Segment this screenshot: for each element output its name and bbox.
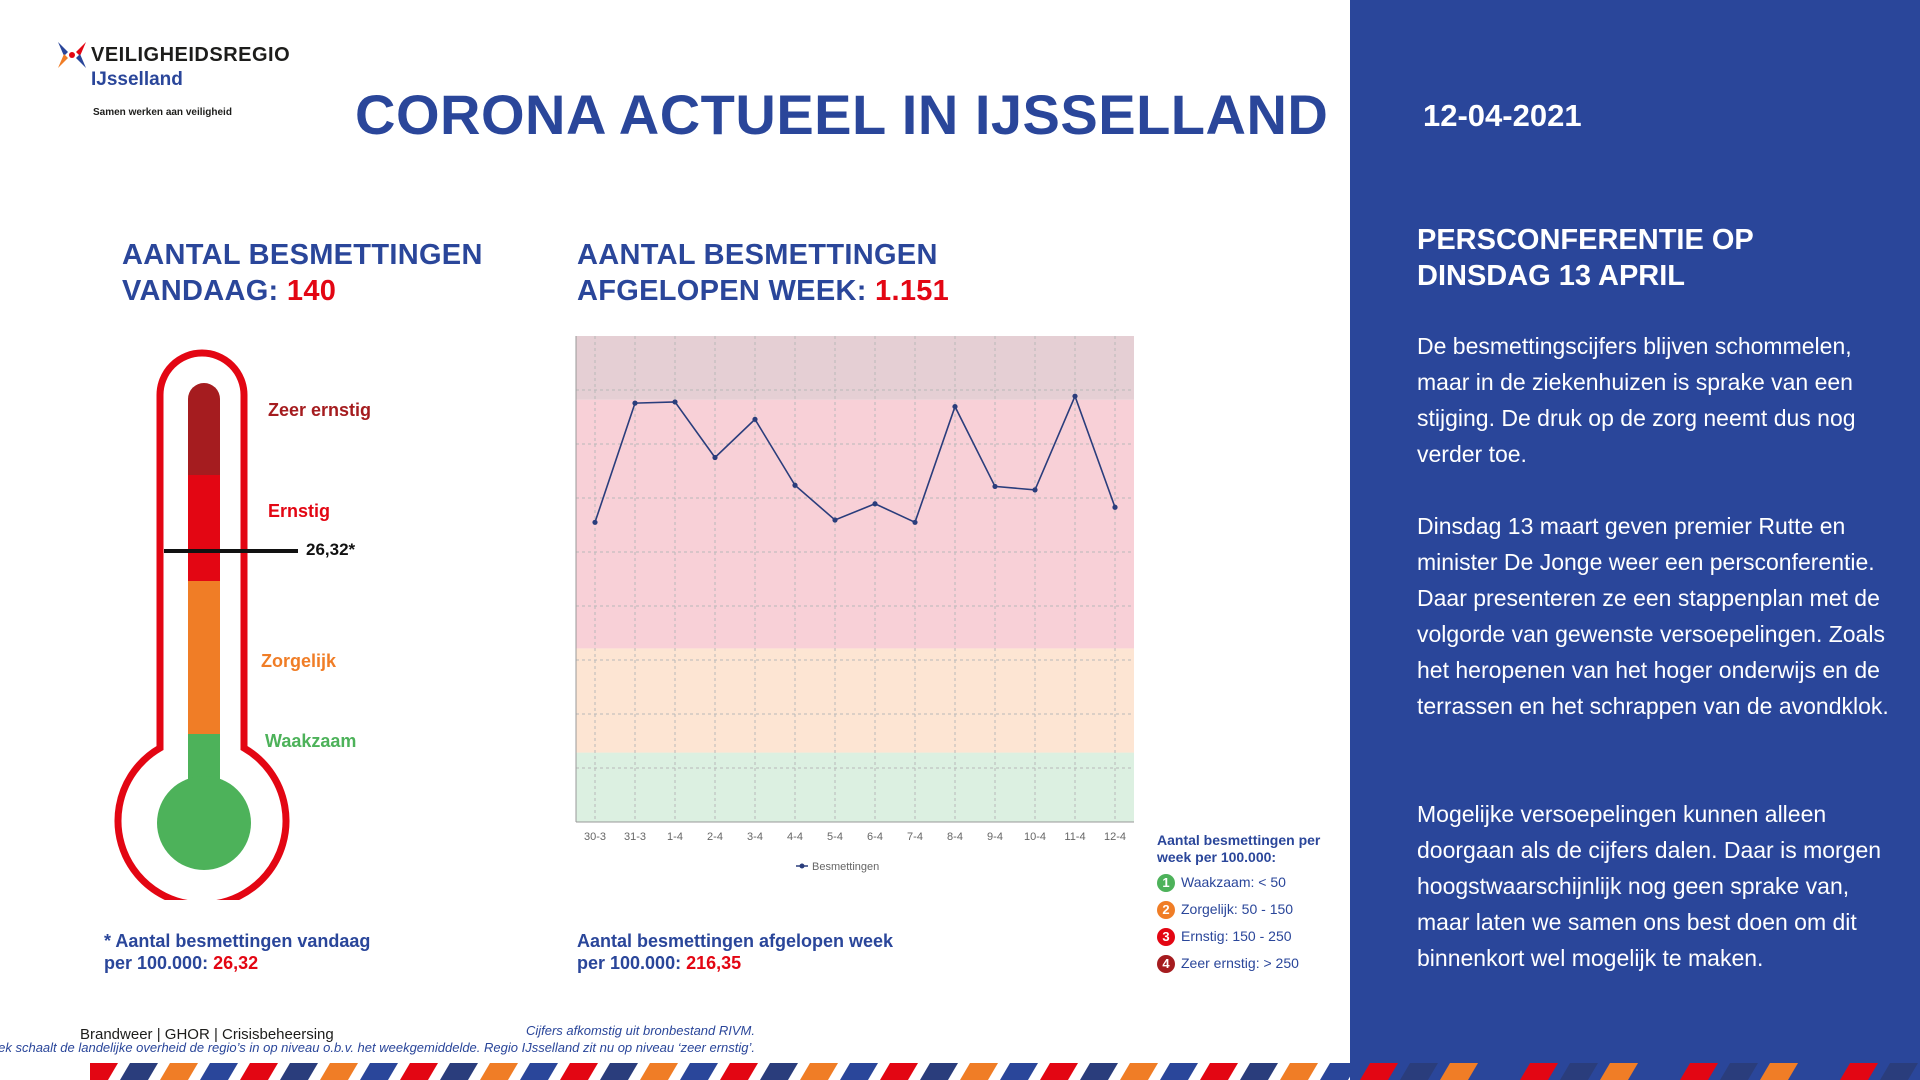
level-legend-item: 4 Zeer ernstig: > 250 bbox=[1157, 953, 1299, 974]
chart-x-tick-label: 11-4 bbox=[1064, 831, 1085, 843]
logo-name: VEILIGHEIDSREGIO bbox=[91, 44, 291, 66]
today-footnote-line1: * Aantal besmettingen vandaag bbox=[104, 931, 371, 951]
chart-data-point bbox=[672, 399, 678, 405]
thermometer-bulb bbox=[157, 776, 251, 870]
week-footnote-line1: Aantal besmettingen afgelopen week bbox=[577, 931, 894, 951]
level-legend-title-line2: week per 100.000: bbox=[1157, 849, 1277, 865]
chart-legend-label: Besmettingen bbox=[812, 861, 879, 873]
veiligheidsregio-logo-icon bbox=[58, 42, 86, 68]
chart-x-tick-label: 9-4 bbox=[987, 831, 1003, 843]
chart-data-point bbox=[632, 400, 638, 406]
chart-data-point bbox=[752, 416, 758, 422]
chart-data-point bbox=[1072, 393, 1078, 399]
chart-x-tick-label: 1-4 bbox=[667, 831, 683, 843]
chart-x-tick-label: 4-4 bbox=[787, 831, 803, 843]
thermometer-marker-label: 26,32* bbox=[306, 540, 356, 559]
today-footnote-line2: per 100.000: 26,32 bbox=[104, 952, 370, 974]
level-legend-label: Zeer ernstig: > 250 bbox=[1181, 955, 1299, 971]
sidebar-panel bbox=[1350, 0, 1920, 1080]
week-footnote: Aantal besmettingen afgelopen week per 1… bbox=[577, 930, 893, 974]
chart-x-tick-label: 8-4 bbox=[947, 831, 963, 843]
thermometer-label-ernstig: Ernstig bbox=[268, 501, 331, 521]
week-per100k: 216,35 bbox=[686, 953, 742, 973]
chart-x-tick-label: 12-4 bbox=[1104, 831, 1126, 843]
level-legend-title-line1: Aantal besmettingen per bbox=[1157, 832, 1321, 848]
chart-data-point bbox=[872, 501, 878, 507]
sidebar-paragraph: Dinsdag 13 maart geven premier Rutte en … bbox=[1417, 513, 1889, 719]
sidebar-paragraph: De besmettingscijfers blijven schommelen… bbox=[1417, 333, 1856, 467]
level-number-icon: 4 bbox=[1157, 955, 1175, 974]
week-line-chart: 30-3 31-3 1-4 2-4 3-4 4-4 5-4 6-4 7-4 8-4 9-4 10-4 1… bbox=[575, 336, 1134, 873]
chart-band bbox=[576, 752, 1134, 822]
thermometer-label-zeer-ernstig: Zeer ernstig bbox=[268, 400, 372, 420]
level-number-icon: 1 bbox=[1157, 874, 1175, 893]
chart-data-point bbox=[592, 519, 598, 525]
chart-legend-marker bbox=[799, 863, 805, 869]
level-legend-label: Ernstig: 150 - 250 bbox=[1181, 928, 1292, 944]
week-title: AANTAL BESMETTINGEN AFGELOPEN WEEK: 1.15… bbox=[577, 237, 949, 309]
chart-data-point bbox=[712, 454, 718, 461]
sidebar-title: PERSCONFERENTIE OP DINSDAG 13 APRIL bbox=[1417, 222, 1754, 294]
level-legend-item: 1 Waakzaam: < 50 bbox=[1157, 872, 1286, 893]
chart-data-point bbox=[1112, 504, 1118, 510]
level-legend-item: 3 Ernstig: 150 - 250 bbox=[1157, 926, 1292, 947]
chart-x-tick-label: 30-3 bbox=[584, 831, 606, 843]
chart-x-tick-label: 5-4 bbox=[827, 831, 843, 843]
footer-source: Cijfers afkomstig uit bronbestand RIVM. bbox=[525, 1023, 755, 1038]
date: 12-04-2021 bbox=[1423, 98, 1582, 133]
main-panel: VEILIGHEIDSREGIO IJsselland Samen werken… bbox=[0, 42, 1329, 1055]
chart-x-tick-label: 31-3 bbox=[624, 831, 646, 843]
thermometer-level-zeer-ernstig bbox=[188, 383, 220, 488]
chart-x-tick-label: 7-4 bbox=[907, 831, 923, 843]
chart-band bbox=[576, 336, 1134, 400]
chart-band bbox=[576, 399, 1134, 649]
level-legend-label: Waakzaam: < 50 bbox=[1181, 874, 1286, 890]
today-title-line1: AANTAL BESMETTINGEN bbox=[122, 239, 483, 271]
chart-data-point bbox=[792, 482, 798, 488]
chart-data-point bbox=[992, 483, 998, 490]
chart-x-tick-label: 10-4 bbox=[1024, 831, 1046, 843]
today-footnote-prefix: per 100.000: bbox=[104, 953, 214, 973]
level-legend-item: 2 Zorgelijk: 50 - 150 bbox=[1157, 899, 1294, 920]
level-number-icon: 2 bbox=[1157, 901, 1175, 920]
week-value: 1.151 bbox=[875, 275, 950, 307]
sidebar-title-line2: DINSDAG 13 APRIL bbox=[1417, 260, 1686, 292]
today-title-line2: VANDAAG: 140 bbox=[122, 273, 483, 309]
today-title: AANTAL BESMETTINGEN VANDAAG: 140 bbox=[122, 237, 483, 309]
sidebar-title-line1: PERSCONFERENTIE OP bbox=[1417, 224, 1754, 256]
week-footnote-prefix: per 100.000: bbox=[577, 953, 687, 973]
week-footnote-line2: per 100.000: 216,35 bbox=[577, 952, 893, 974]
today-footnote: * Aantal besmettingen vandaag per 100.00… bbox=[104, 930, 370, 974]
thermometer-level-ernstig bbox=[188, 475, 220, 583]
week-title-line1: AANTAL BESMETTINGEN bbox=[577, 239, 938, 271]
thermometer-label-zorgelijk: Zorgelijk bbox=[261, 651, 337, 671]
today-per100k: 26,32 bbox=[213, 953, 259, 973]
today-value: 140 bbox=[286, 275, 337, 307]
level-legend-title: Aantal besmettingen per week per 100.000… bbox=[1157, 832, 1320, 866]
chart-band bbox=[576, 648, 1134, 753]
thermometer-level-zorgelijk bbox=[188, 581, 220, 736]
chart-data-point bbox=[832, 517, 838, 523]
week-title-prefix: AFGELOPEN WEEK: bbox=[577, 275, 876, 307]
level-number-icon: 3 bbox=[1157, 928, 1175, 947]
airmail-stripes bbox=[90, 1063, 1920, 1080]
footer-organisations: Brandweer | GHOR | Crisisbeheersing bbox=[80, 1026, 334, 1043]
chart-x-tick-label: 2-4 bbox=[707, 831, 723, 843]
thermometer bbox=[114, 349, 298, 900]
logo-region: IJsselland bbox=[91, 69, 183, 90]
chart-data-point bbox=[912, 519, 918, 525]
chart-data-point bbox=[952, 403, 958, 410]
footer-disclaimer: 1x per week schaalt de landelijke overhe… bbox=[0, 1040, 755, 1055]
level-legend-label: Zorgelijk: 50 - 150 bbox=[1181, 901, 1294, 917]
chart-x-tick-label: 3-4 bbox=[747, 831, 763, 843]
chart-data-point bbox=[1032, 487, 1038, 493]
sidebar-paragraph: Mogelijke versoepelingen kunnen alleen d… bbox=[1417, 801, 1882, 971]
logo-tagline: Samen werken aan veiligheid bbox=[93, 107, 232, 118]
thermometer-label-waakzaam: Waakzaam bbox=[265, 731, 357, 751]
chart-x-tick-label: 6-4 bbox=[867, 831, 883, 843]
chart-series-line bbox=[594, 393, 1116, 524]
week-title-line2: AFGELOPEN WEEK: 1.151 bbox=[577, 273, 949, 309]
today-title-prefix: VANDAAG: bbox=[122, 275, 287, 307]
page-title: CORONA ACTUEEL IN IJSSELLAND bbox=[355, 83, 1329, 146]
